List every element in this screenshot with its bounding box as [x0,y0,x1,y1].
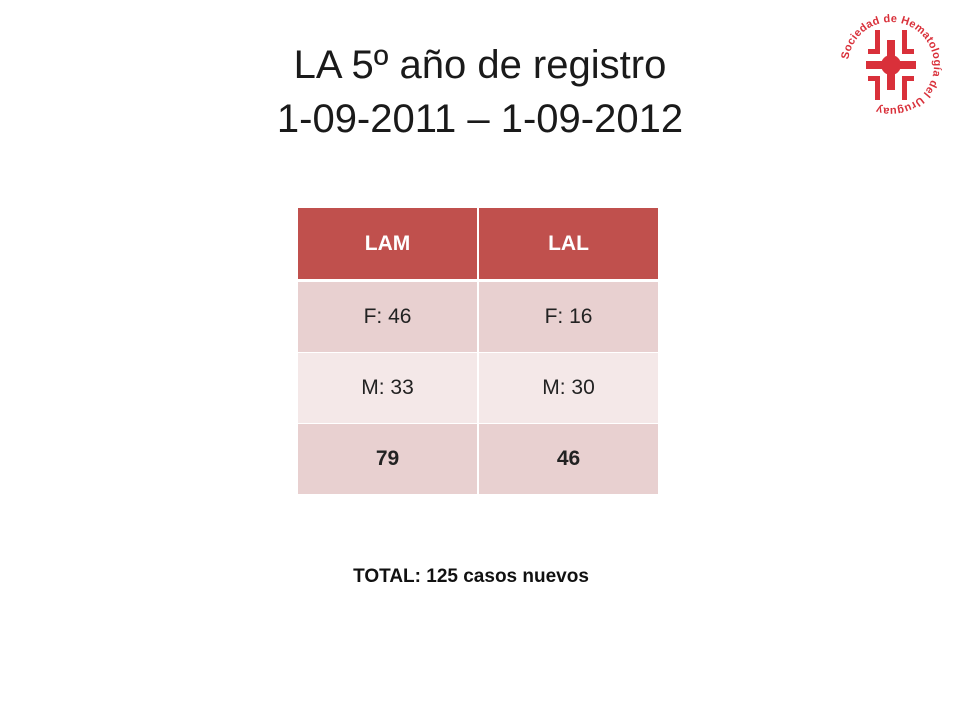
society-logo-icon: Sociedad de Hematología del Uruguay [839,13,942,117]
header-lal: LAL [478,208,658,282]
slide-title: LA 5º año de registro 1-09-2011 – 1-09-2… [160,38,800,146]
table-row: F: 46 F: 16 [298,280,658,353]
header-lam: LAM [298,208,480,282]
cell-lam-total: 79 [298,423,480,495]
total-label: TOTAL: [353,566,421,587]
table-header-row: LAM LAL [298,208,658,282]
cell-lal-total: 46 [478,423,658,495]
cases-table: LAM LAL F: 46 F: 16 M: 33 M: 30 79 46 [298,208,658,495]
total-value: 125 casos nuevos [426,566,589,587]
total-summary: TOTAL: 125 casos nuevos [0,566,942,588]
cell-lam-male: M: 33 [298,352,480,424]
table-row-total: 79 46 [298,423,658,495]
title-line-1: LA 5º año de registro [293,43,667,87]
cell-lam-female: F: 46 [298,280,480,353]
cell-lal-male: M: 30 [478,352,658,424]
title-line-2: 1-09-2011 – 1-09-2012 [276,97,684,141]
table-row: M: 33 M: 30 [298,352,658,424]
cell-lal-female: F: 16 [478,280,658,353]
